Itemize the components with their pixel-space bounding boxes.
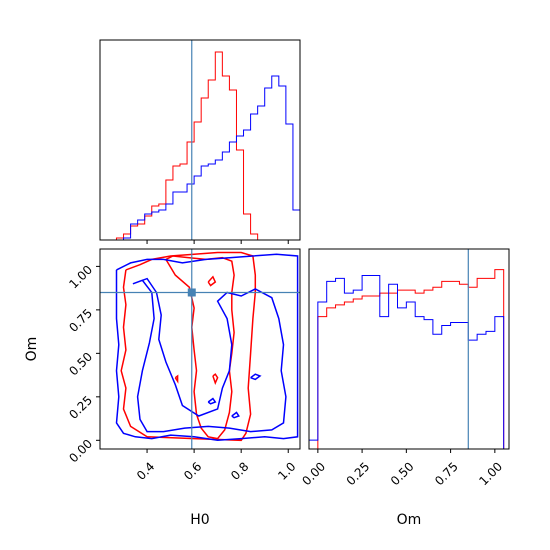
om-axis-tick-label: 0.50 bbox=[66, 350, 95, 379]
om-histogram-panel bbox=[308, 249, 505, 450]
om-hist-axis-tick-label: 1.00 bbox=[476, 459, 505, 488]
red-om-histogram bbox=[309, 269, 505, 450]
h0-axis-tick-label: 0.4 bbox=[134, 459, 157, 482]
h0-axis-label: H0 bbox=[190, 512, 209, 528]
om-hist-axis-tick-label: 0.50 bbox=[388, 459, 417, 488]
blue-om-histogram bbox=[308, 274, 505, 449]
red-contour-line bbox=[174, 374, 179, 384]
h0-axis-tick-label: 1.0 bbox=[275, 459, 298, 482]
om-axis-tick-label: 1.00 bbox=[66, 263, 95, 292]
red-contour-line bbox=[207, 275, 217, 287]
red-contour-line bbox=[212, 373, 219, 385]
h0-histogram-panel bbox=[115, 40, 301, 244]
om-hist-axis-tick-label: 0.25 bbox=[344, 459, 373, 488]
contour-panel bbox=[100, 249, 300, 449]
blue-contour-line bbox=[132, 277, 287, 433]
red-contour-line bbox=[165, 255, 235, 440]
blue-contour-line bbox=[250, 373, 262, 381]
h0-axis-tick-label: 0.6 bbox=[181, 459, 204, 482]
om-histogram-frame bbox=[308, 248, 510, 450]
om-axis-tick-label: 0.25 bbox=[66, 393, 95, 422]
blue-contour-line bbox=[115, 253, 299, 442]
om-axis-label: Om bbox=[24, 337, 40, 362]
om-axis-tick-label: 0.75 bbox=[66, 306, 95, 335]
blue-h0-histogram bbox=[116, 75, 301, 241]
red-h0-histogram bbox=[115, 51, 300, 241]
om-hist-axis-label: Om bbox=[397, 512, 422, 528]
contour-frame bbox=[99, 248, 301, 450]
om-hist-axis-tick-label: 0.00 bbox=[299, 459, 328, 488]
h0-histogram-frame bbox=[99, 39, 301, 241]
red-contour-line bbox=[120, 251, 257, 442]
h0-axis-tick-label: 0.8 bbox=[228, 459, 251, 482]
blue-contour-line bbox=[231, 411, 240, 419]
om-axis-tick-label: 0.00 bbox=[66, 437, 95, 466]
om-hist-axis-tick-label: 0.75 bbox=[432, 459, 461, 488]
blue-contour-line bbox=[207, 397, 217, 405]
truth-marker bbox=[187, 288, 196, 297]
